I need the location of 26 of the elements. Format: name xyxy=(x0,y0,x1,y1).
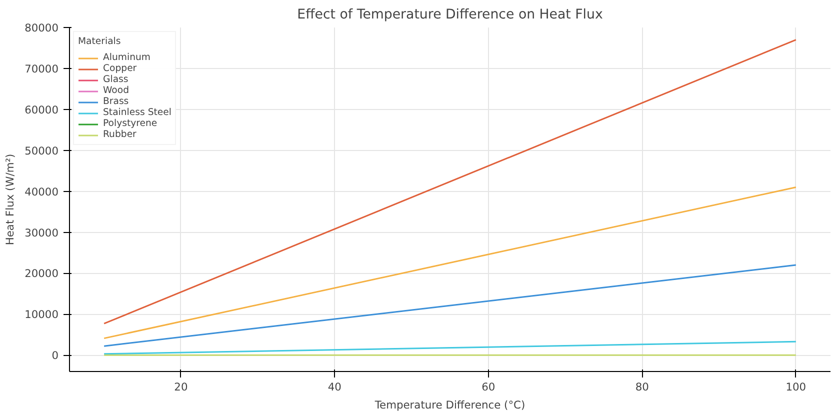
y-axis-title: Heat Flux (W/m²) xyxy=(4,154,17,246)
y-tick-label: 70000 xyxy=(24,62,59,76)
legend-title: Materials xyxy=(78,36,122,47)
x-tick-label: 40 xyxy=(328,380,342,394)
x-tick-label: 20 xyxy=(174,380,188,394)
legend-label: Stainless Steel xyxy=(103,107,172,118)
x-tick-label: 100 xyxy=(786,380,806,394)
legend-label: Aluminum xyxy=(103,52,150,63)
y-tick-label: 10000 xyxy=(24,308,59,322)
x-axis-title: Temperature Difference (°C) xyxy=(374,398,526,412)
legend-label: Wood xyxy=(103,85,130,96)
y-tick-label: 80000 xyxy=(24,22,59,34)
y-tick-label: 30000 xyxy=(24,226,59,240)
y-tick-label: 20000 xyxy=(24,267,59,280)
legend-label: Rubber xyxy=(103,129,136,140)
y-tick-label: 60000 xyxy=(24,103,59,116)
x-tick-label: 60 xyxy=(482,380,496,394)
legend-label: Brass xyxy=(103,96,129,107)
x-tick-label: 80 xyxy=(635,380,650,394)
y-tick-label: 50000 xyxy=(24,144,59,158)
legend-label: Polystyrene xyxy=(103,118,158,129)
chart-title: Effect of Temperature Difference on Heat Flux xyxy=(297,8,603,22)
legend-label: Copper xyxy=(103,63,137,74)
y-tick-label: 40000 xyxy=(24,185,59,198)
y-tick-label: 0 xyxy=(52,349,59,362)
legend-label: Glass xyxy=(103,74,128,85)
